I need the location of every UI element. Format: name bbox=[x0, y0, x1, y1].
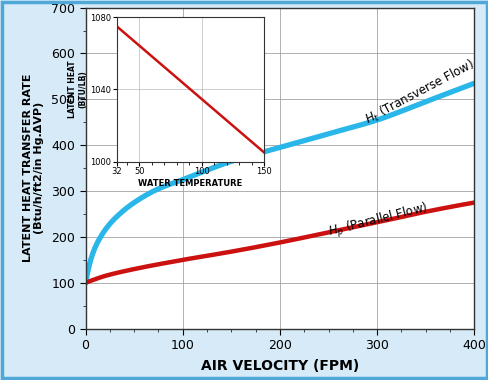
Text: $H_p$ (Parallel Flow): $H_p$ (Parallel Flow) bbox=[326, 200, 429, 242]
Y-axis label: LATENT HEAT TRANSFER RATE
(Btu/h/ft2/in Hg.ΔVP): LATENT HEAT TRANSFER RATE (Btu/h/ft2/in … bbox=[22, 74, 44, 263]
X-axis label: AIR VELOCITY (FPM): AIR VELOCITY (FPM) bbox=[201, 359, 358, 373]
Text: $H_t$ (Transverse Flow): $H_t$ (Transverse Flow) bbox=[362, 56, 477, 128]
